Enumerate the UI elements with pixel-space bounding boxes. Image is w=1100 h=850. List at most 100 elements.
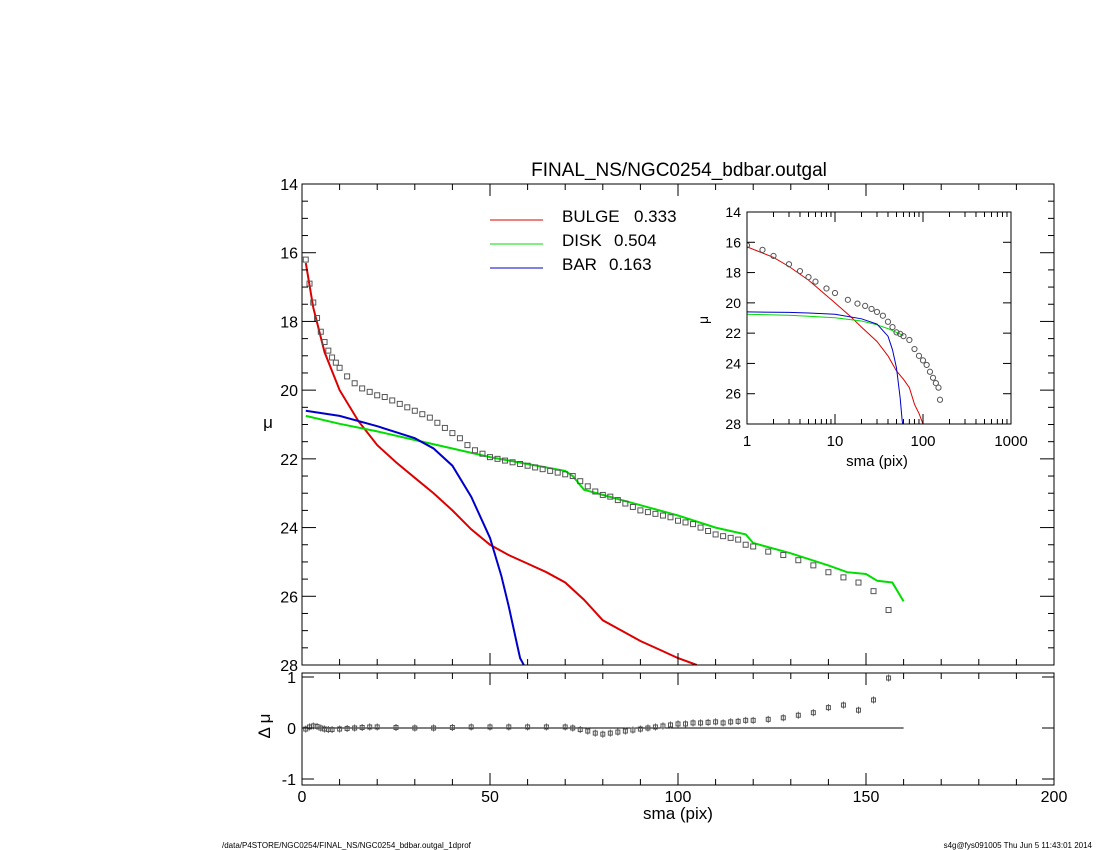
- main-y-tick-label: 28: [280, 658, 298, 675]
- main-y-tick-label: 18: [280, 314, 298, 331]
- residual-plot-area: [302, 674, 904, 738]
- residual-point: [637, 726, 643, 732]
- inset-x-tick-label: 1000: [994, 433, 1027, 450]
- residual-point: [506, 724, 512, 730]
- main-data-point: [389, 397, 396, 404]
- inset-data-point: [919, 357, 927, 364]
- main-data-point: [494, 455, 501, 462]
- inset-disk-line: [747, 313, 904, 336]
- inset-x-axis-label: sma (pix): [846, 453, 908, 470]
- inset-x-tick-label: 10: [827, 433, 844, 450]
- main-panel: 14 16 18 20 22 24 26 28 μ BULGE 0.333 DISK 0.50…: [263, 177, 1055, 675]
- inset-background: [747, 212, 1011, 424]
- inset-bulge-line: [747, 246, 924, 424]
- inset-y-tick-label: 28: [725, 416, 741, 432]
- main-data-point: [359, 385, 366, 392]
- main-data-point: [471, 447, 478, 454]
- residual-point: [705, 719, 711, 725]
- main-data-point: [675, 517, 681, 524]
- main-data-point: [302, 256, 309, 263]
- residual-point: [570, 725, 576, 731]
- main-data-point: [795, 557, 802, 564]
- residual-point: [780, 715, 786, 721]
- main-data-point: [720, 533, 727, 540]
- inset-data-point: [926, 368, 934, 375]
- residual-point: [886, 675, 892, 681]
- residual-point: [871, 697, 877, 703]
- main-data-point: [310, 299, 317, 306]
- inset-data-point: [873, 308, 881, 316]
- residual-x-tick-label: 200: [1041, 789, 1068, 806]
- legend-bulge-value: 0.333: [634, 207, 677, 226]
- main-data-point: [697, 524, 704, 531]
- main-data-point: [449, 430, 456, 437]
- residual-point: [660, 723, 666, 729]
- main-bulge-line: [304, 262, 698, 665]
- main-data-point: [727, 534, 734, 541]
- main-data-point: [554, 469, 561, 476]
- residual-point: [367, 724, 373, 730]
- main-data-point: [652, 510, 659, 517]
- residual-point: [374, 724, 380, 730]
- residual-point: [329, 727, 335, 733]
- inset-x-tick-label: 1: [743, 433, 751, 450]
- residual-point: [652, 724, 658, 730]
- inset-data-point: [915, 352, 923, 359]
- figure-title: FINAL_NS/NGC0254_bdbar.outgal: [531, 160, 827, 181]
- inset-data-point: [868, 305, 875, 313]
- inset-panel: 14 16 18 20 22 24 26 281 10 100 1000 μ sma (pix): [695, 204, 1028, 470]
- residual-point: [592, 730, 598, 736]
- legend-disk-value: 0.504: [614, 231, 657, 250]
- main-data-point: [336, 364, 343, 371]
- residual-point: [690, 720, 696, 726]
- main-y-axis-label: μ: [263, 413, 273, 432]
- main-data-point: [584, 483, 591, 490]
- main-data-point: [810, 562, 817, 569]
- residual-ticks: 10-10 50 100 150 200: [282, 670, 1068, 806]
- residual-point: [810, 710, 816, 716]
- residual-y-tick-label: -1: [282, 772, 296, 789]
- inset-data-point: [935, 384, 942, 391]
- inset-plot-area: [747, 242, 944, 424]
- inset-data-point: [785, 261, 793, 268]
- main-data-point: [325, 347, 332, 354]
- residual-point: [855, 707, 861, 713]
- main-data-point: [870, 588, 877, 595]
- main-data-point: [524, 462, 531, 469]
- residual-point: [630, 727, 636, 733]
- residual-y-tick-label: 0: [287, 721, 296, 738]
- residual-point: [728, 719, 734, 725]
- main-data-point: [539, 466, 546, 473]
- main-data-point: [306, 280, 313, 287]
- residual-point: [449, 724, 455, 730]
- legend-bar-value: 0.163: [609, 255, 652, 274]
- main-data-point: [351, 380, 358, 387]
- legend-bar-label: BAR: [562, 255, 597, 274]
- inset-plot-frame: [746, 211, 1012, 425]
- main-data-point: [569, 473, 576, 480]
- inset-y-tick-label: 16: [725, 234, 741, 250]
- main-data-point: [332, 359, 339, 366]
- residual-point: [359, 724, 365, 730]
- main-data-point: [517, 461, 524, 468]
- residual-x-tick-label: 50: [481, 789, 499, 806]
- inset-data-point: [759, 246, 766, 253]
- main-y-tick-label: 24: [280, 521, 298, 538]
- footer-path: /data/P4STORE/NGC0254/FINAL_NS/NGC0254_b…: [222, 841, 472, 850]
- inset-data-point: [936, 396, 944, 403]
- residual-point: [713, 719, 719, 725]
- residual-x-tick-label: 150: [853, 789, 880, 806]
- residual-point: [683, 721, 689, 727]
- main-data-point: [419, 411, 426, 418]
- main-data-point: [599, 491, 606, 498]
- residual-point: [743, 717, 749, 723]
- main-data-point: [314, 314, 321, 321]
- main-data-point: [750, 543, 757, 550]
- inset-data-point: [923, 361, 930, 369]
- main-y-tick-label: 26: [280, 589, 298, 606]
- inset-data-point: [906, 336, 913, 344]
- inset-y-tick-label: 14: [725, 204, 741, 220]
- inset-data-point: [823, 285, 830, 292]
- residual-point: [525, 724, 531, 730]
- main-data-point: [509, 459, 516, 466]
